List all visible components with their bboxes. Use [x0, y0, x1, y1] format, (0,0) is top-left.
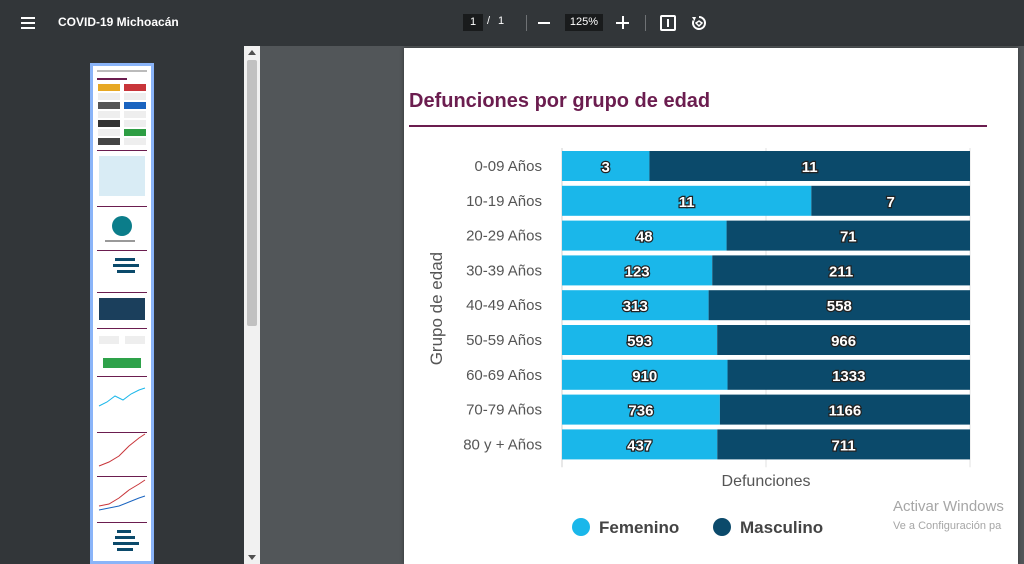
tick-label: 0-09 Años [474, 158, 542, 175]
data-label-femenino: 437 [627, 437, 652, 454]
bar-masculino [717, 325, 970, 355]
data-label-femenino: 313 [623, 298, 648, 315]
page-separator: / [487, 15, 491, 27]
bar-femenino [562, 185, 812, 216]
data-label-masculino: 558 [827, 298, 852, 315]
bar-masculino [708, 290, 970, 321]
toolbar-divider [645, 15, 646, 31]
activation-watermark-title: Activar Windows [893, 498, 1004, 515]
bar-masculino [811, 185, 970, 216]
data-label-masculino: 71 [840, 229, 857, 246]
tick-label: 60-69 Años [466, 367, 542, 384]
legend-marker-masculino [713, 518, 731, 536]
data-label-masculino: 211 [829, 263, 853, 280]
fit-to-page-icon[interactable] [660, 15, 676, 31]
bar-femenino [562, 255, 713, 286]
scroll-up-icon[interactable] [248, 50, 256, 55]
bar-femenino [562, 394, 720, 425]
bar-chart: 0-09 Años 3 11 10-19 Años 11 7 20-29 Años 48 71 3… [427, 148, 971, 537]
data-label-femenino: 736 [628, 403, 653, 420]
bar-femenino [562, 359, 728, 390]
zoom-out-icon[interactable] [538, 22, 550, 24]
tick-label: 20-29 Años [466, 228, 542, 245]
pdf-page: Defunciones por grupo de edad 0-09 Años 3… [404, 48, 1018, 564]
data-label-masculino: 11 [802, 159, 818, 176]
bar-masculino [649, 151, 970, 181]
tick-label: 10-19 Años [466, 193, 542, 210]
y-axis-label: Grupo de edad [427, 252, 446, 365]
bar-femenino [562, 290, 709, 321]
bar-masculino [726, 220, 970, 251]
toolbar-divider [526, 15, 527, 31]
data-label-masculino: 1333 [832, 368, 865, 385]
chart-title: Defunciones por grupo de edad [409, 90, 711, 112]
bar-femenino [562, 325, 718, 355]
data-label-masculino: 966 [831, 333, 856, 350]
data-label-femenino: 3 [602, 159, 610, 176]
bar-masculino [717, 429, 970, 460]
data-label-femenino: 593 [627, 333, 652, 350]
bar-femenino [562, 429, 718, 460]
tick-label: 70-79 Años [466, 402, 542, 419]
pdf-toolbar: COVID-19 Michoacán 1 / 1 125% [0, 0, 1024, 46]
activation-watermark-subtitle: Ve a Configuración pa [893, 520, 1002, 532]
page-thumbnail[interactable] [90, 63, 154, 564]
data-label-femenino: 11 [679, 194, 695, 211]
document-title: COVID-19 Michoacán [58, 15, 179, 29]
bar-masculino [719, 394, 970, 425]
page-number-input[interactable]: 1 [463, 14, 483, 31]
tick-label: 40-49 Años [466, 297, 542, 314]
tick-label: 80 y + Años [463, 436, 542, 453]
bar-masculino [712, 255, 970, 286]
data-label-femenino: 123 [625, 263, 650, 280]
scrollbar-thumb[interactable] [247, 60, 257, 326]
bar-femenino [562, 151, 650, 181]
menu-icon[interactable] [18, 12, 40, 34]
bar-masculino [727, 359, 970, 390]
data-label-femenino: 910 [632, 368, 657, 385]
thumbnail-preview [97, 70, 147, 551]
scroll-down-icon[interactable] [248, 555, 256, 560]
data-label-masculino: 7 [886, 194, 894, 211]
bar-femenino [562, 220, 727, 251]
legend-label-femenino: Femenino [599, 518, 679, 537]
rotate-icon[interactable] [690, 14, 708, 32]
legend-marker-femenino [572, 518, 590, 536]
data-label-masculino: 711 [832, 437, 856, 454]
page-total: 1 [498, 15, 505, 27]
zoom-level-input[interactable]: 125% [565, 14, 603, 31]
sidebar-scrollbar[interactable] [244, 46, 260, 564]
legend-label-masculino: Masculino [740, 518, 823, 537]
data-label-masculino: 1166 [829, 403, 862, 420]
zoom-in-icon[interactable] [616, 16, 630, 30]
x-axis-label: Defunciones [722, 473, 811, 490]
tick-label: 30-39 Años [466, 262, 542, 279]
data-label-femenino: 48 [636, 229, 653, 246]
title-divider [409, 125, 987, 127]
tick-label: 50-59 Años [466, 332, 542, 349]
thumbnail-sidebar [0, 46, 244, 564]
